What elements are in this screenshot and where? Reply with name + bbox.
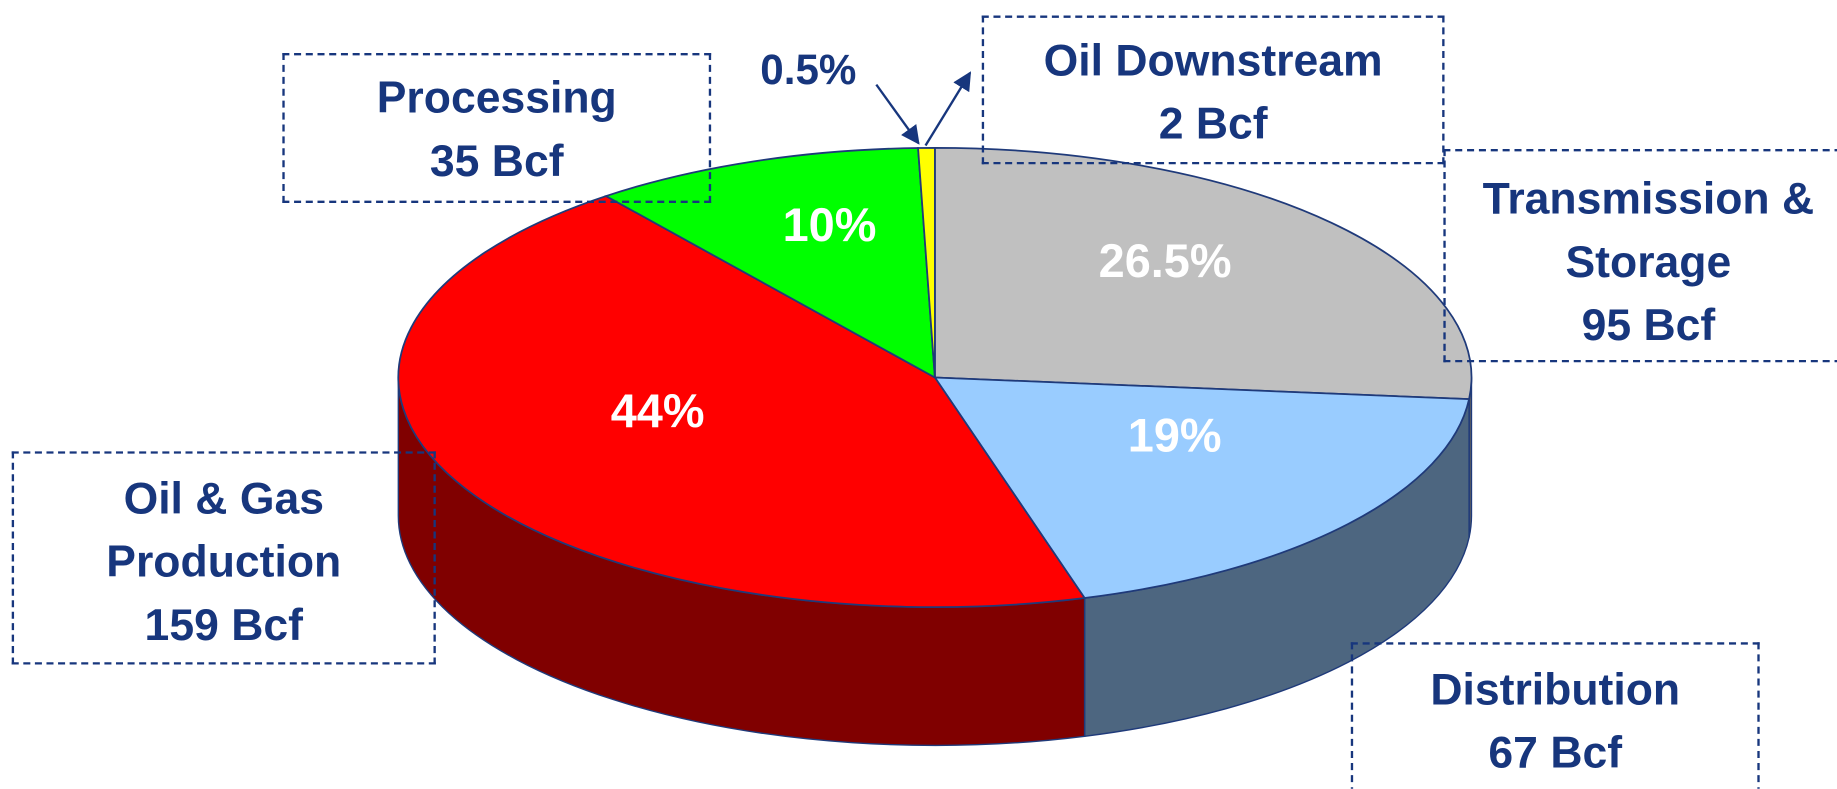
slice-percent-label: 19% [1128, 409, 1222, 461]
slice-percent-label: 0.5% [760, 46, 856, 93]
category-box: Oil & Gas Production 159 Bcf [11, 451, 436, 665]
amount-label: 159 Bcf [144, 601, 303, 651]
category-label: Processing [376, 74, 617, 124]
category-box: Oil Downstream 2 Bcf [981, 15, 1445, 165]
category-label: Transmission & Storage [1482, 174, 1815, 288]
slice-percent-label: 44% [611, 385, 705, 437]
slice-percent-label: 26.5% [1099, 235, 1232, 287]
category-label: Distribution [1430, 665, 1681, 715]
pie-labels: 26.5% 19% 44% 10% 0.5% [611, 46, 1232, 461]
category-box: Processing 35 Bcf [282, 52, 712, 203]
pie-slice [933, 376, 1471, 599]
pie-slice [917, 147, 936, 378]
pie-slice [603, 147, 936, 380]
leader-arrow [875, 83, 920, 145]
category-box: Transmission & Storage 95 Bcf [1443, 149, 1837, 363]
category-label: Oil Downstream [1043, 36, 1383, 86]
amount-label: 95 Bcf [1581, 301, 1716, 351]
amount-label: 67 Bcf [1488, 728, 1623, 779]
pie-slice [934, 147, 1473, 401]
category-box: Distribution 67 Bcf [1350, 642, 1760, 789]
pie-slice [397, 195, 1087, 609]
leader-arrow [924, 71, 972, 147]
category-label: Oil & Gas Production [106, 474, 342, 588]
pie-tops [397, 147, 1473, 609]
amount-label: 35 Bcf [429, 137, 564, 187]
amount-label: 2 Bcf [1158, 99, 1268, 150]
slice-percent-label: 10% [783, 199, 877, 251]
